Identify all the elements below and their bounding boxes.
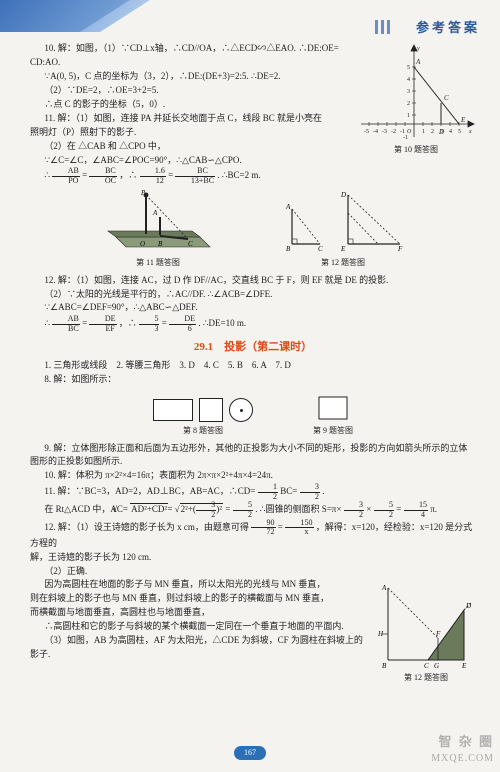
svg-text:4: 4 bbox=[449, 129, 452, 135]
svg-text:4: 4 bbox=[407, 77, 410, 83]
header-title: 参考答案 bbox=[416, 18, 480, 38]
svg-text:E: E bbox=[460, 116, 466, 124]
svg-text:B: B bbox=[286, 245, 291, 253]
sec2-q12-l1: 12. 解：（1）设王诗嬑的影子长为 x cm，由题意可得 9072 = 150… bbox=[30, 519, 476, 551]
svg-text:5: 5 bbox=[407, 65, 410, 71]
figures-8-9-row: 第 8 题答图 第 9 题答图 bbox=[30, 391, 476, 437]
svg-text:2: 2 bbox=[407, 101, 410, 107]
figure-12a: A B C D E F 第 12 题答图 bbox=[278, 189, 408, 269]
svg-text:B: B bbox=[382, 662, 387, 670]
figure-10-graph: x y O -5-4-3-2-1 12345 12345 -1 A C bbox=[356, 42, 476, 156]
svg-text:C: C bbox=[444, 94, 449, 102]
q11-frac-line: ∴ ABPO = BCOC ，∴ 1.612 = BC13+BC . ∴BC=2… bbox=[30, 167, 476, 185]
figure-12b-caption: 第 12 题答图 bbox=[376, 672, 476, 684]
svg-text:C: C bbox=[424, 662, 429, 670]
svg-text:y: y bbox=[416, 46, 420, 52]
svg-text:F: F bbox=[397, 245, 403, 253]
svg-text:B: B bbox=[158, 240, 163, 248]
q12a-frac: ∴ ABBC = DEEF ，∴ 53 = DE6 . ∴DE=10 m. bbox=[30, 315, 476, 333]
svg-text:A: A bbox=[285, 203, 291, 211]
sec2-q12-l2: 解，王诗嬑的影子长为 120 cm. bbox=[30, 551, 476, 565]
shape-square bbox=[199, 398, 223, 422]
sec2-q12-l3: （2）正确. bbox=[30, 565, 476, 579]
svg-text:P: P bbox=[140, 189, 146, 197]
figure-8: 第 8 题答图 bbox=[153, 395, 253, 437]
page-content: x y O -5-4-3-2-1 12345 12345 -1 A C bbox=[30, 42, 476, 685]
q12a-l2: （2）∵太阳的光线是平行的，∴AC//DF. ∴∠ACB=∠DFE. bbox=[30, 288, 476, 302]
figure-8-caption: 第 8 题答图 bbox=[153, 425, 253, 437]
page-number: 167 bbox=[234, 746, 266, 760]
figure-10-caption: 第 10 题答图 bbox=[356, 144, 476, 156]
svg-text:O: O bbox=[140, 240, 145, 248]
watermark-url: MXQE.COM bbox=[431, 751, 494, 767]
sec2-q10: 10. 解：体积为 π×2²×4=16π；表面积为 2π×π×2²+4π×4=2… bbox=[30, 469, 476, 483]
svg-text:E: E bbox=[340, 245, 346, 253]
svg-text:A: A bbox=[381, 584, 387, 592]
header-bars bbox=[375, 20, 390, 34]
svg-text:1: 1 bbox=[407, 113, 410, 119]
svg-text:D: D bbox=[465, 602, 471, 610]
figures-11-12-row: P A O B C 第 11 题答图 A B C bbox=[30, 189, 476, 269]
svg-text:A: A bbox=[152, 209, 158, 217]
figure-9: 第 9 题答图 bbox=[313, 391, 353, 437]
svg-text:-5: -5 bbox=[364, 129, 369, 135]
q12a-l3: ∵∠ABC=∠DEF=90°，∴△ABC∽△DEF. bbox=[30, 301, 476, 315]
figure-12b: A B C E D F H G 第 12 题答图 bbox=[376, 580, 476, 684]
sec2-answers: 1. 三角形或线段 2. 等腰三角形 3. D 4. C 5. B 6. A 7… bbox=[30, 359, 476, 373]
svg-text:D: D bbox=[340, 191, 346, 199]
svg-text:-1: -1 bbox=[403, 135, 408, 141]
svg-text:2: 2 bbox=[431, 129, 434, 135]
svg-text:E: E bbox=[461, 662, 467, 670]
sec2-q8-intro: 8. 解：如图所示： bbox=[30, 373, 476, 387]
svg-text:-2: -2 bbox=[391, 129, 396, 135]
section-title: 29.1 投影（第二课时） bbox=[30, 339, 476, 356]
figure-11-caption: 第 11 题答图 bbox=[98, 257, 218, 269]
q12a-l1: 12. 解：（1）如图，连接 AC，过 D 作 DF//AC，交直线 BC 于 … bbox=[30, 274, 476, 288]
sec2-q11-l2: 在 Rt△ACD 中，AC= AD²+CD²√ = √2²+(32)² = 52… bbox=[30, 501, 476, 519]
svg-text:3: 3 bbox=[407, 89, 410, 95]
sec2-q11-l1: 11. 解：∵BC=3，AD=2，AD⊥BC，AB=AC，∴CD= 12 BC=… bbox=[30, 483, 476, 501]
svg-text:D: D bbox=[438, 128, 444, 136]
figure-11: P A O B C 第 11 题答图 bbox=[98, 189, 218, 269]
svg-text:1: 1 bbox=[422, 129, 425, 135]
svg-text:5: 5 bbox=[458, 129, 461, 135]
figure-9-caption: 第 9 题答图 bbox=[313, 425, 353, 437]
svg-text:-3: -3 bbox=[382, 129, 387, 135]
svg-text:C: C bbox=[318, 245, 323, 253]
svg-text:G: G bbox=[434, 662, 439, 670]
svg-text:C: C bbox=[188, 240, 193, 248]
svg-text:A: A bbox=[415, 58, 421, 66]
shape-rectangle bbox=[153, 399, 193, 421]
watermark-brand: 智 杂 圈 bbox=[438, 732, 494, 752]
shape-circle bbox=[229, 398, 253, 422]
svg-text:F: F bbox=[435, 630, 441, 638]
svg-text:-4: -4 bbox=[373, 129, 378, 135]
figure-12a-caption: 第 12 题答图 bbox=[278, 257, 408, 269]
sec2-q9: 9. 解：立体图形除正面和后面为五边形外，其他的正投影为大小不同的矩形，投影的方… bbox=[30, 442, 476, 470]
svg-text:x: x bbox=[468, 129, 472, 135]
